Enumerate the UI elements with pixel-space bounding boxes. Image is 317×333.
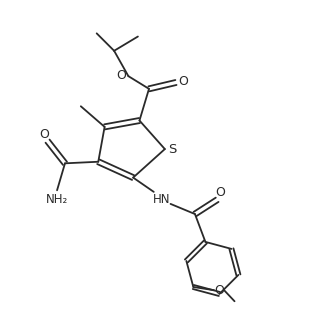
Text: NH₂: NH₂ xyxy=(46,193,68,206)
Text: O: O xyxy=(39,128,49,141)
Text: O: O xyxy=(178,75,188,88)
Text: S: S xyxy=(168,143,176,156)
Text: HN: HN xyxy=(153,193,171,206)
Text: O: O xyxy=(215,186,225,199)
Text: O: O xyxy=(116,69,126,82)
Text: O: O xyxy=(215,284,224,297)
